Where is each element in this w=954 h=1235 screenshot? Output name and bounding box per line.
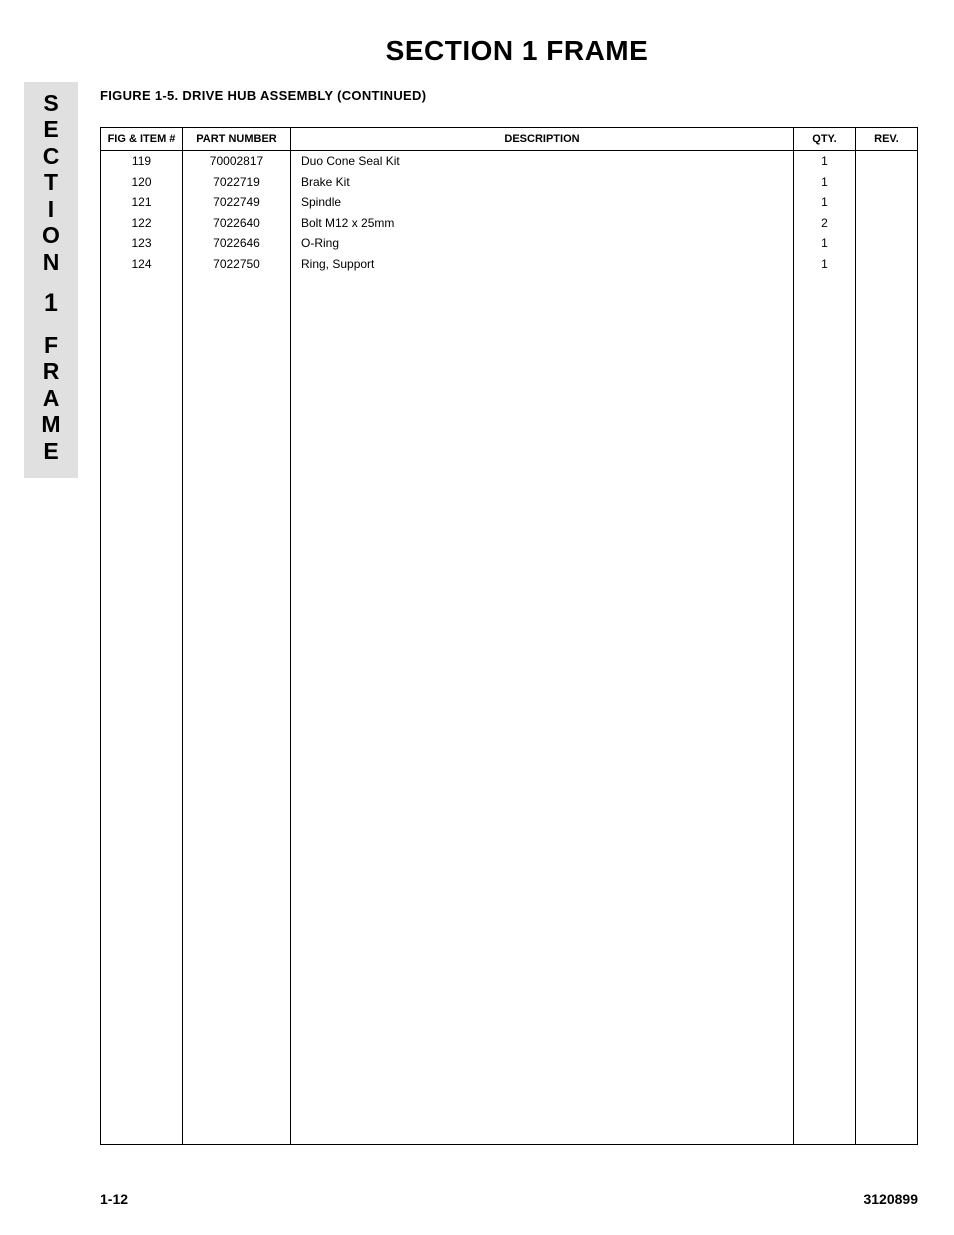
cell-rev (856, 213, 918, 234)
side-tab-number: 1 (24, 289, 78, 318)
cell-rev (856, 192, 918, 213)
cell-qty: 2 (794, 213, 856, 234)
cell-part: 7022750 (183, 254, 291, 275)
cell-empty (291, 275, 794, 1145)
footer-page-number: 1-12 (100, 1191, 128, 1207)
cell-fig: 119 (101, 151, 183, 172)
cell-desc: Brake Kit (291, 172, 794, 193)
cell-qty: 1 (794, 192, 856, 213)
side-tab-section-i: I (48, 196, 54, 222)
side-tab-label-e: E (43, 438, 58, 464)
side-tab-section-t: T (44, 169, 58, 195)
cell-desc: Spindle (291, 192, 794, 213)
table-row: 1207022719Brake Kit1 (101, 172, 918, 193)
cell-rev (856, 172, 918, 193)
cell-desc: Duo Cone Seal Kit (291, 151, 794, 172)
side-tab-label-a: A (43, 385, 60, 411)
side-tab: S E C T I O N 1 F R A M E (24, 82, 78, 478)
side-tab-section-n: N (43, 249, 60, 275)
table-filler-row (101, 275, 918, 1145)
page-footer: 1-12 3120899 (100, 1191, 918, 1207)
side-tab-text: S E C T I O N 1 F R A M E (24, 90, 78, 464)
cell-desc: Bolt M12 x 25mm (291, 213, 794, 234)
side-tab-section-e: E (43, 116, 58, 142)
cell-empty (794, 275, 856, 1145)
cell-qty: 1 (794, 151, 856, 172)
parts-table: FIG & ITEM # PART NUMBER DESCRIPTION QTY… (100, 127, 918, 1145)
cell-qty: 1 (794, 233, 856, 254)
cell-fig: 124 (101, 254, 183, 275)
cell-part: 7022749 (183, 192, 291, 213)
content-area: FIGURE 1-5. DRIVE HUB ASSEMBLY (CONTINUE… (100, 88, 918, 1145)
header-rev: REV. (856, 128, 918, 151)
cell-empty (101, 275, 183, 1145)
figure-title: FIGURE 1-5. DRIVE HUB ASSEMBLY (CONTINUE… (100, 88, 918, 103)
table-header-row: FIG & ITEM # PART NUMBER DESCRIPTION QTY… (101, 128, 918, 151)
header-qty: QTY. (794, 128, 856, 151)
cell-fig: 120 (101, 172, 183, 193)
side-tab-section-o: O (42, 222, 60, 248)
header-fig: FIG & ITEM # (101, 128, 183, 151)
cell-rev (856, 254, 918, 275)
cell-desc: O-Ring (291, 233, 794, 254)
side-tab-label-r: R (43, 358, 60, 384)
table-row: 1247022750Ring, Support1 (101, 254, 918, 275)
side-tab-section-s: S (43, 90, 58, 116)
table-row: 11970002817Duo Cone Seal Kit1 (101, 151, 918, 172)
cell-empty (856, 275, 918, 1145)
cell-fig: 122 (101, 213, 183, 234)
cell-part: 7022719 (183, 172, 291, 193)
cell-fig: 123 (101, 233, 183, 254)
cell-empty (183, 275, 291, 1145)
table-row: 1237022646O-Ring1 (101, 233, 918, 254)
cell-qty: 1 (794, 254, 856, 275)
footer-doc-number: 3120899 (863, 1191, 918, 1207)
header-part: PART NUMBER (183, 128, 291, 151)
cell-part: 7022640 (183, 213, 291, 234)
table-row: 1217022749Spindle1 (101, 192, 918, 213)
header-desc: DESCRIPTION (291, 128, 794, 151)
table-row: 1227022640Bolt M12 x 25mm2 (101, 213, 918, 234)
cell-rev (856, 233, 918, 254)
side-tab-label-m: M (41, 411, 60, 437)
cell-rev (856, 151, 918, 172)
side-tab-section-c: C (43, 143, 60, 169)
cell-desc: Ring, Support (291, 254, 794, 275)
cell-part: 7022646 (183, 233, 291, 254)
page-title: SECTION 1 FRAME (0, 0, 954, 67)
side-tab-label-f: F (44, 332, 58, 358)
cell-fig: 121 (101, 192, 183, 213)
cell-part: 70002817 (183, 151, 291, 172)
cell-qty: 1 (794, 172, 856, 193)
